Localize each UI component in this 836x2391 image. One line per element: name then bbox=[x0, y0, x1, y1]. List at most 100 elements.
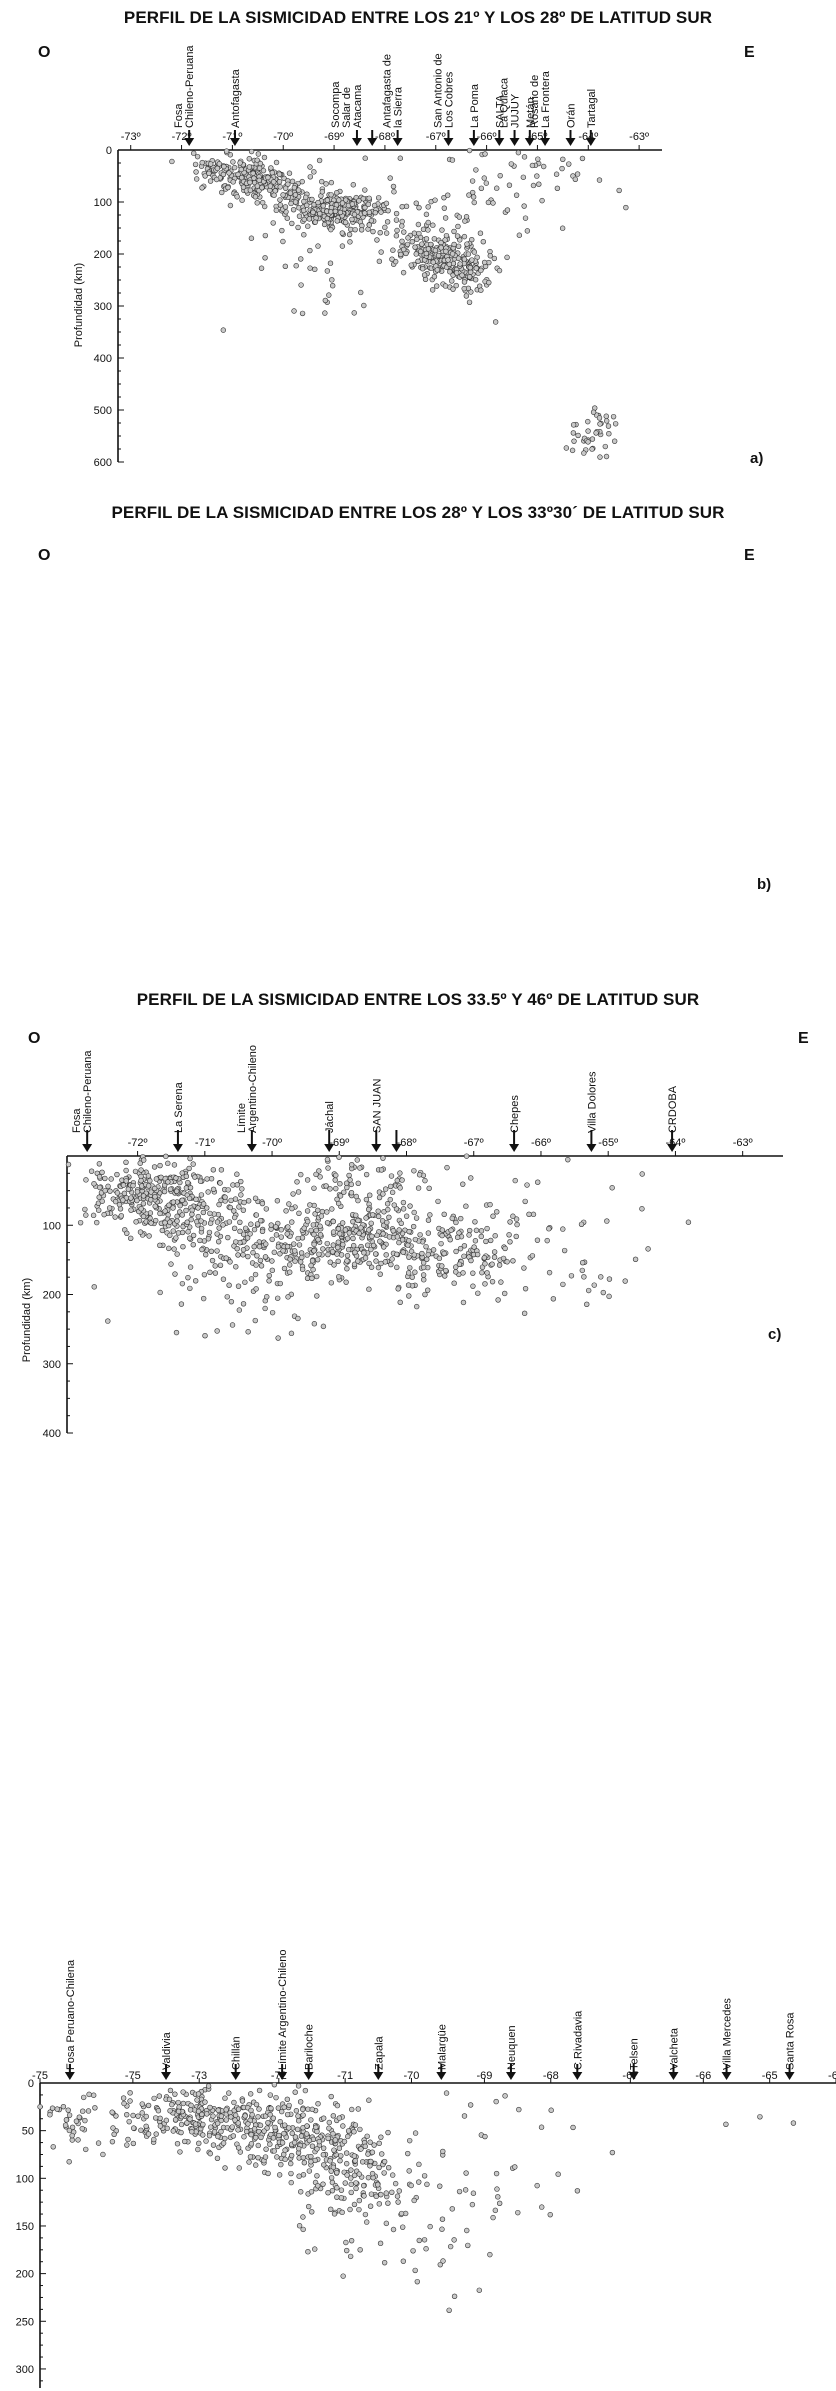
earthquake-point bbox=[352, 226, 358, 233]
x-tick-label: -63º bbox=[733, 1137, 753, 1149]
earthquake-point bbox=[334, 1196, 340, 1203]
earthquake-point bbox=[274, 2154, 280, 2160]
earthquake-point bbox=[305, 2203, 312, 2210]
earthquake-point bbox=[269, 1258, 275, 1264]
earthquake-point bbox=[125, 1186, 132, 1192]
earthquake-point bbox=[254, 1253, 260, 1259]
location-arrowhead bbox=[392, 138, 403, 146]
earthquake-point bbox=[207, 2150, 214, 2157]
x-tick-label: -71º bbox=[195, 1137, 215, 1149]
earthquake-point bbox=[489, 1261, 495, 1267]
earthquake-point bbox=[412, 2130, 419, 2136]
earthquake-point bbox=[169, 2101, 175, 2108]
x-tick-label: -73º bbox=[121, 131, 141, 143]
earthquake-point bbox=[470, 2190, 477, 2196]
earthquake-point bbox=[216, 161, 223, 167]
earthquake-point bbox=[439, 2216, 446, 2222]
earthquake-point bbox=[365, 2174, 372, 2181]
earthquake-point bbox=[315, 243, 321, 249]
earthquake-point bbox=[274, 1198, 281, 1204]
earthquake-point bbox=[251, 2126, 258, 2132]
earthquake-point bbox=[329, 1249, 336, 1255]
earthquake-point bbox=[384, 1201, 391, 1207]
earthquake-point bbox=[186, 1235, 193, 1241]
earthquake-point bbox=[320, 2152, 327, 2158]
earthquake-point bbox=[521, 1265, 527, 1271]
earthquake-point bbox=[334, 2102, 341, 2109]
earthquake-point bbox=[170, 2128, 176, 2134]
earthquake-point bbox=[347, 2253, 354, 2260]
location-label: Santa Rosa bbox=[785, 2012, 797, 2070]
earthquake-point bbox=[271, 1249, 277, 1256]
y-tick-label: 100 bbox=[16, 2173, 34, 2185]
location-arrowhead bbox=[184, 138, 195, 146]
location-arrowhead bbox=[303, 2072, 314, 2080]
earthquake-point bbox=[423, 1243, 429, 1250]
earthquake-point bbox=[570, 2124, 576, 2131]
earthquake-point bbox=[157, 1242, 163, 1248]
earthquake-point bbox=[466, 192, 472, 198]
earthquake-point bbox=[198, 1218, 204, 1224]
earthquake-point bbox=[187, 1285, 193, 1292]
earthquake-point bbox=[348, 2181, 354, 2188]
earthquake-point bbox=[571, 438, 577, 444]
earthquake-point bbox=[312, 2246, 318, 2252]
earthquake-point bbox=[219, 189, 225, 196]
west-label-c: O bbox=[28, 1030, 41, 1047]
x-tick-label: -75 bbox=[32, 2070, 48, 2082]
earthquake-point bbox=[285, 1224, 291, 1230]
earthquake-point bbox=[281, 1265, 288, 1272]
location-label: Los Cobres bbox=[443, 71, 455, 128]
earthquake-point bbox=[196, 2140, 202, 2147]
earthquake-point bbox=[400, 2258, 407, 2264]
earthquake-point bbox=[83, 1177, 89, 1183]
earthquake-point bbox=[259, 184, 265, 191]
earthquake-point bbox=[423, 236, 430, 242]
earthquake-point bbox=[336, 1274, 342, 1280]
earthquake-point bbox=[548, 2107, 554, 2113]
earthquake-point bbox=[90, 1212, 97, 1219]
earthquake-point bbox=[217, 1262, 224, 1268]
earthquake-point bbox=[277, 184, 283, 190]
earthquake-point bbox=[478, 1228, 485, 1234]
earthquake-point bbox=[278, 1227, 284, 1233]
earthquake-point bbox=[257, 1257, 264, 1264]
y-tick-label: 150 bbox=[16, 2221, 34, 2233]
earthquake-point bbox=[293, 2108, 300, 2114]
earthquake-point bbox=[515, 2209, 521, 2216]
earthquake-point bbox=[147, 1197, 154, 1203]
earthquake-point bbox=[334, 1251, 340, 1257]
earthquake-point bbox=[269, 1267, 276, 1274]
earthquake-point bbox=[69, 2132, 75, 2139]
earthquake-point bbox=[195, 2091, 202, 2097]
earthquake-point bbox=[273, 2094, 279, 2101]
earthquake-point bbox=[477, 230, 484, 236]
earthquake-point bbox=[336, 2115, 343, 2121]
earthquake-point bbox=[506, 182, 513, 188]
earthquake-point bbox=[288, 2170, 294, 2177]
y-tick-label: 0 bbox=[106, 145, 112, 157]
earthquake-point bbox=[382, 1259, 389, 1265]
earthquake-point bbox=[464, 241, 470, 247]
earthquake-point bbox=[486, 279, 492, 286]
earthquake-point bbox=[112, 1214, 118, 1220]
earthquake-point bbox=[296, 213, 303, 219]
earthquake-point bbox=[383, 2220, 390, 2227]
earthquake-point bbox=[288, 1330, 295, 1337]
earthquake-point bbox=[233, 1264, 239, 1270]
earthquake-point bbox=[225, 1187, 231, 1193]
earthquake-point bbox=[299, 310, 306, 317]
earthquake-point bbox=[461, 279, 468, 285]
earthquake-point bbox=[274, 1295, 281, 1301]
earthquake-point bbox=[294, 2126, 301, 2133]
earthquake-point bbox=[398, 2210, 405, 2217]
earthquake-point bbox=[228, 1298, 235, 1305]
earthquake-point bbox=[349, 1161, 355, 1168]
earthquake-point bbox=[495, 2194, 501, 2200]
earthquake-point bbox=[606, 431, 612, 437]
earthquake-point bbox=[235, 2145, 242, 2151]
location-label: Antofagasta bbox=[230, 68, 242, 128]
earthquake-point bbox=[330, 1229, 337, 1235]
earthquake-point bbox=[366, 1227, 372, 1233]
earthquake-point bbox=[538, 2124, 545, 2130]
